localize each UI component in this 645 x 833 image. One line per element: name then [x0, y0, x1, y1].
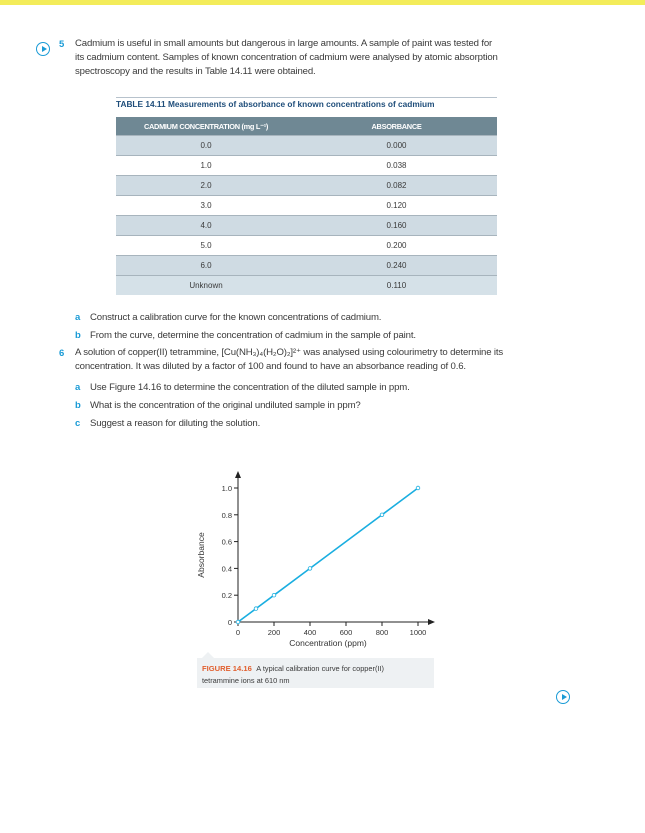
table-cell: 5.0: [116, 235, 296, 256]
table-row: 4.0 0.160: [116, 215, 497, 236]
table-cell: 2.0: [116, 175, 296, 196]
table-top-rule: [116, 97, 497, 98]
x-tick-label: 800: [376, 628, 389, 637]
table-cell: 0.110: [296, 275, 497, 295]
y-tick-label: 0: [228, 618, 232, 627]
y-tick-label: 0.2: [222, 591, 232, 600]
table-cell: 3.0: [116, 195, 296, 216]
q6-part-b-text: What is the concentration of the origina…: [90, 400, 361, 411]
table-header-absorbance: ABSORBANCE: [296, 117, 497, 136]
data-point: [235, 619, 241, 625]
table-row: 6.0 0.240: [116, 255, 497, 276]
table-row: 1.0 0.038: [116, 155, 497, 176]
table-cell: 0.000: [296, 135, 497, 156]
question-6-text: A solution of copper(II) tetrammine, [Cu…: [75, 346, 503, 374]
table-header-concentration: CADMIUM CONCENTRATION (mg L⁻¹): [116, 117, 296, 136]
y-tick-label: 0.4: [222, 564, 232, 573]
question-6-number: 6: [59, 348, 65, 359]
calibration-chart: 0 0.2 0.4 0.6 0.8 1.0 0 200 400 600 800 1000 Concent…: [196, 471, 435, 648]
figure-caption-line-1: A typical calibration curve for copper(I…: [256, 664, 385, 673]
table-row: 0.0 0.000: [116, 135, 497, 156]
q5-part-b-letter: b: [75, 330, 81, 341]
q6-line-2: concentration. It was diluted by a facto…: [75, 361, 466, 372]
data-point: [307, 566, 313, 571]
table-cell: Unknown: [116, 275, 296, 295]
y-tick-label: 1.0: [222, 484, 232, 493]
y-tick-label: 0.8: [222, 511, 232, 520]
q5-line-3: spectroscopy and the results in Table 14…: [75, 66, 316, 77]
table-row: Unknown 0.110: [116, 275, 497, 295]
y-axis-label: Absorbance: [196, 532, 206, 578]
data-point: [415, 485, 421, 491]
table-caption-label: TABLE 14.11: [116, 99, 166, 109]
table-caption: TABLE 14.11 Measurements of absorbance o…: [116, 99, 434, 109]
play-icon[interactable]: [556, 690, 570, 704]
figure-caption-line-2: tetrammine ions at 610 nm: [202, 676, 290, 685]
data-point: [253, 606, 259, 611]
x-axis-label: Concentration (ppm): [289, 638, 367, 648]
q6-part-b-letter: b: [75, 400, 81, 411]
top-accent-bar: [0, 0, 645, 5]
figure-label: FIGURE 14.16: [202, 664, 252, 673]
x-axis-arrow: [428, 619, 435, 625]
table-cell: 0.038: [296, 155, 497, 176]
table-caption-text: Measurements of absorbance of known conc…: [167, 99, 435, 109]
table-cell: 6.0: [116, 255, 296, 276]
table-cell: 0.200: [296, 235, 497, 256]
table-cell: 0.120: [296, 195, 497, 216]
q6-line-1: A solution of copper(II) tetrammine, [Cu…: [75, 347, 504, 358]
q5-part-a-letter: a: [75, 312, 81, 323]
table-cell: 0.0: [116, 135, 296, 156]
table-cell: 0.160: [296, 215, 497, 236]
question-5-number: 5: [59, 39, 65, 50]
y-tick-label: 0.6: [222, 538, 232, 547]
table-row: 3.0 0.120: [116, 195, 497, 216]
table-row: 5.0 0.200: [116, 235, 497, 256]
q5-line-2: its cadmium content. Samples of known co…: [75, 52, 498, 63]
data-table: CADMIUM CONCENTRATION (mg L⁻¹) ABSORBANC…: [116, 117, 497, 295]
table-row: 2.0 0.082: [116, 175, 497, 196]
x-tick-label: 400: [304, 628, 317, 637]
q5-line-1: Cadmium is useful in small amounts but d…: [75, 38, 493, 49]
x-tick-label: 0: [236, 628, 240, 637]
series-line: [237, 487, 419, 623]
q6-part-c-letter: c: [75, 418, 81, 429]
q6-part-c-text: Suggest a reason for diluting the soluti…: [90, 418, 261, 429]
q5-part-a-text: Construct a calibration curve for the kn…: [90, 312, 382, 323]
q5-part-b-text: From the curve, determine the concentrat…: [90, 330, 416, 341]
x-tick-label: 200: [268, 628, 281, 637]
data-point: [271, 592, 277, 598]
q6-part-a-letter: a: [75, 382, 81, 393]
y-axis-arrow: [235, 471, 241, 478]
x-tick-label: 1000: [410, 628, 427, 637]
figure-caption: FIGURE 14.16 A typical calibration curve…: [197, 658, 434, 688]
question-5-text: Cadmium is useful in small amounts but d…: [75, 37, 498, 79]
caption-pointer: [202, 652, 214, 658]
x-tick-label: 600: [340, 628, 353, 637]
table-cell: 0.082: [296, 175, 497, 196]
table-cell: 4.0: [116, 215, 296, 236]
play-icon[interactable]: [36, 42, 50, 56]
q6-part-a-text: Use Figure 14.16 to determine the concen…: [90, 382, 410, 393]
table-cell: 0.240: [296, 255, 497, 276]
data-point: [379, 512, 385, 517]
table-cell: 1.0: [116, 155, 296, 176]
